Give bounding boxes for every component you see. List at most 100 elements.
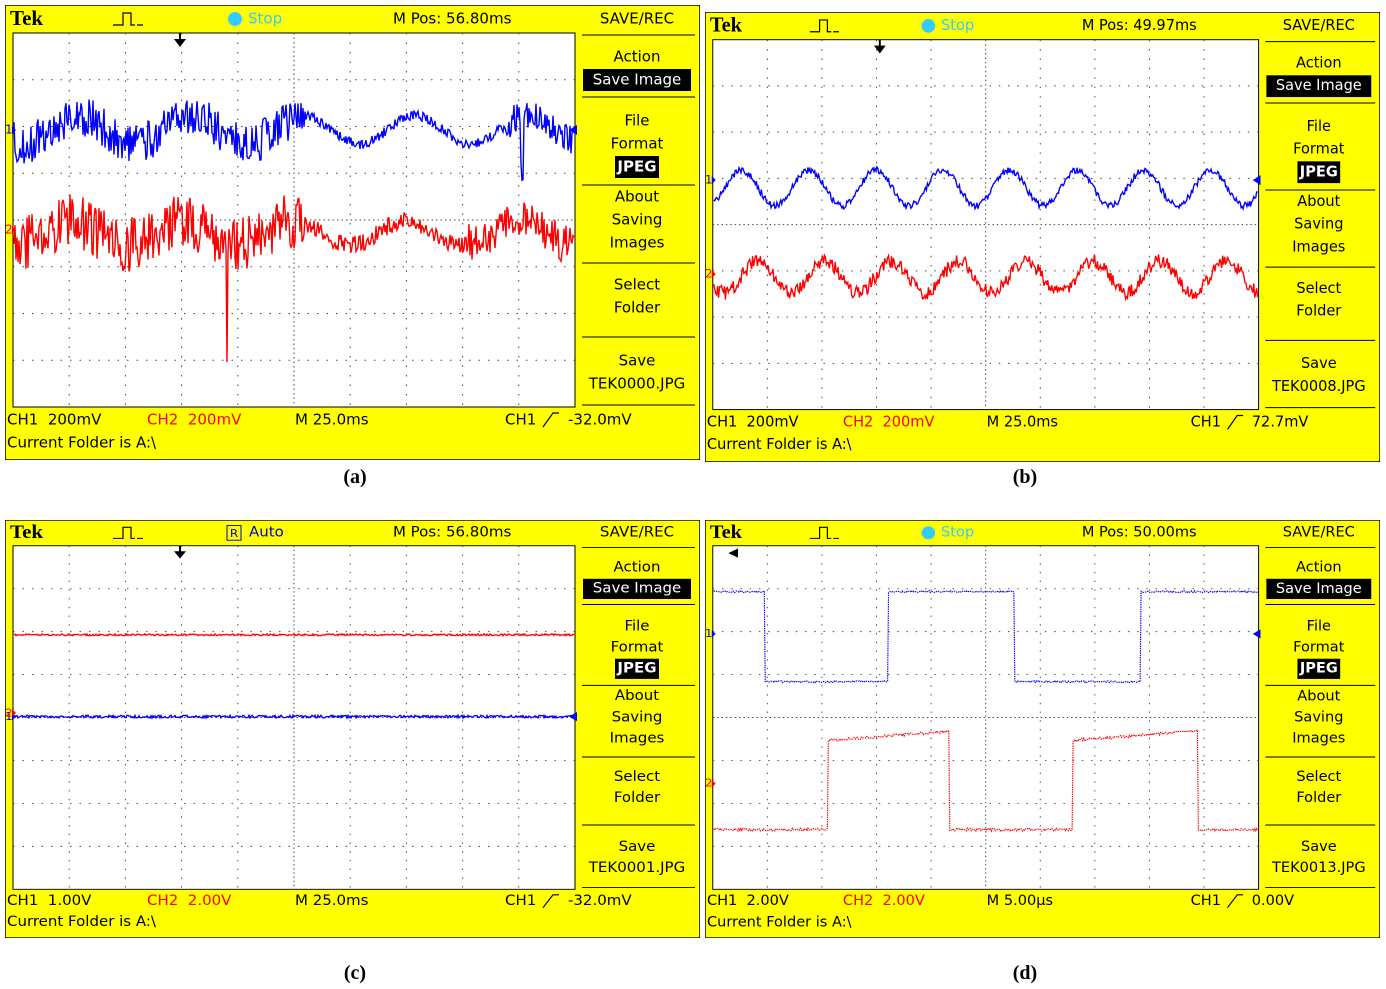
- menu-label: Saving: [612, 710, 663, 725]
- trigger-level: 72.7mV: [1252, 413, 1309, 430]
- state-dot: [922, 526, 936, 539]
- trigger-state: Stop: [941, 525, 974, 541]
- brand: Tek: [10, 6, 43, 30]
- menu-label: File: [1307, 619, 1331, 635]
- trigger-source: CH1: [505, 411, 536, 429]
- menu-label: Save: [1301, 839, 1337, 855]
- timebase: M 25.0ms: [987, 413, 1058, 430]
- folder: Current Folder is A:\: [7, 434, 157, 452]
- menu-label: File: [624, 112, 649, 130]
- trigger-source: CH1: [1191, 413, 1221, 430]
- position: M Pos: 50.00ms: [1082, 525, 1197, 541]
- trigger-source: CH1: [505, 894, 536, 909]
- menu-title: SAVE/REC: [600, 10, 674, 28]
- scope-screen: Tek Stop M Pos: 50.00ms SAVE/REC 1 2 Action Sav…: [705, 520, 1380, 938]
- timebase: M 25.0ms: [295, 894, 368, 909]
- brand: Tek: [710, 14, 743, 36]
- channel-marker: 2: [5, 223, 13, 237]
- scope-screen: Tek Stop M Pos: 49.97ms SAVE/REC 1 2 Action Sav…: [705, 12, 1380, 462]
- menu-label: Save: [619, 839, 656, 854]
- channel-marker: 2: [705, 776, 712, 790]
- mode-icon: R: [230, 527, 238, 540]
- ch1-scale: CH1 200mV: [7, 411, 102, 429]
- ch2-scale: CH2 2.00V: [843, 893, 925, 909]
- menu-label: Format: [1293, 640, 1345, 656]
- menu-value: JPEG: [616, 661, 656, 676]
- menu-label: TEK0000.JPG: [588, 375, 686, 393]
- channel-marker: 1: [705, 173, 712, 187]
- menu-label: File: [1307, 118, 1331, 135]
- menu-label: Save: [619, 352, 656, 370]
- menu-label: Saving: [1294, 216, 1343, 233]
- state-dot: [922, 19, 936, 33]
- timebase: M 25.0ms: [295, 411, 369, 429]
- menu-label: About: [1297, 193, 1340, 210]
- trigger-state: Stop: [941, 17, 974, 34]
- channel-marker: 1: [705, 626, 712, 640]
- ch1-scale: CH1 200mV: [707, 413, 799, 430]
- ch2-scale: CH2 200mV: [843, 413, 935, 430]
- menu-label: TEK0013.JPG: [1271, 860, 1366, 876]
- menu-label: Images: [1292, 731, 1345, 747]
- brand: Tek: [10, 522, 44, 543]
- menu-value: JPEG: [616, 158, 656, 176]
- menu-label: Images: [610, 234, 665, 252]
- ch1-scale: CH1 2.00V: [707, 893, 789, 909]
- menu-label: About: [615, 689, 660, 704]
- menu-label: Save: [1301, 355, 1337, 372]
- menu-label: Folder: [614, 299, 661, 317]
- position: M Pos: 56.80ms: [393, 525, 511, 540]
- menu-label: Format: [611, 640, 664, 655]
- folder: Current Folder is A:\: [7, 915, 156, 930]
- channel-marker: 2: [705, 267, 712, 281]
- ch2-scale: CH2 200mV: [147, 411, 242, 429]
- menu-label: Select: [614, 276, 660, 294]
- menu-label: Select: [614, 770, 661, 785]
- menu-label: Action: [1296, 54, 1342, 71]
- state-dot: [228, 12, 242, 26]
- trigger-source: CH1: [1191, 893, 1221, 909]
- menu-label: Action: [614, 48, 661, 66]
- caption: (a): [325, 466, 385, 489]
- menu-label: Select: [1296, 769, 1341, 785]
- caption: (d): [995, 962, 1055, 985]
- brand: Tek: [710, 522, 742, 543]
- menu-title: SAVE/REC: [1283, 17, 1355, 34]
- figure: (a) (b) (c) (d) Tek Stop M Pos: 56.80ms SAV…: [0, 0, 1386, 989]
- menu-label: Folder: [614, 791, 660, 806]
- folder: Current Folder is A:\: [707, 915, 852, 931]
- channel-marker: 1: [5, 123, 13, 137]
- menu-label: Select: [1296, 280, 1341, 297]
- menu-label: Saving: [1294, 710, 1343, 726]
- ch2-scale: CH2 2.00V: [147, 894, 232, 909]
- caption: (c): [325, 962, 385, 985]
- ch1-scale: CH1 1.00V: [7, 894, 92, 909]
- menu-value: Save Image: [593, 581, 682, 596]
- caption: (b): [995, 466, 1055, 489]
- menu-title: SAVE/REC: [600, 525, 674, 540]
- menu-label: Images: [610, 731, 665, 746]
- menu-value: JPEG: [1299, 661, 1338, 677]
- menu-label: File: [624, 619, 649, 634]
- menu-label: Action: [1296, 560, 1342, 576]
- menu-label: About: [1297, 689, 1340, 705]
- folder: Current Folder is A:\: [707, 436, 852, 453]
- position: M Pos: 49.97ms: [1082, 17, 1197, 34]
- menu-label: Folder: [1296, 303, 1342, 320]
- menu-title: SAVE/REC: [1283, 525, 1355, 541]
- menu-label: About: [615, 188, 659, 206]
- trigger-level: 0.00V: [1252, 893, 1295, 909]
- menu-label: Action: [614, 560, 661, 575]
- trigger-state: Stop: [248, 10, 282, 28]
- menu-value: Save Image: [1276, 77, 1362, 94]
- menu-value: Save Image: [1276, 581, 1362, 597]
- menu-label: Images: [1292, 238, 1345, 255]
- menu-label: Format: [611, 135, 664, 153]
- trigger-level: -32.0mV: [568, 411, 632, 429]
- menu-label: Saving: [612, 211, 663, 229]
- timebase: M 5.00µs: [987, 893, 1053, 909]
- trigger-state: Auto: [249, 525, 284, 540]
- menu-label: Format: [1293, 140, 1345, 157]
